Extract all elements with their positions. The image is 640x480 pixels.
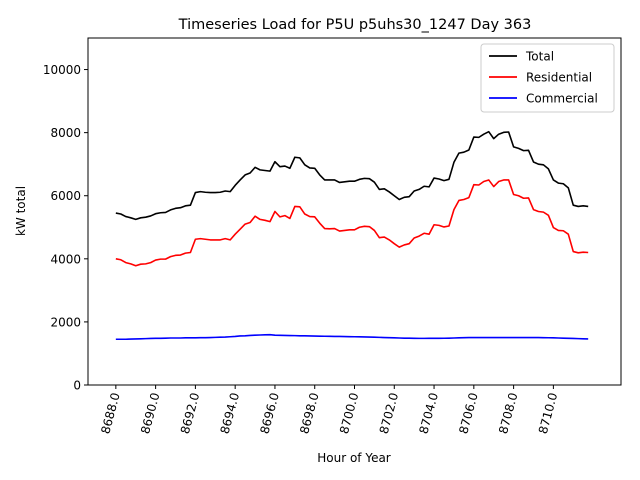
y-axis-label: kW total (14, 186, 28, 236)
series-line-residential (115, 179, 589, 267)
chart-title: Timeseries Load for P5U p5uhs30_1247 Day… (178, 17, 532, 33)
legend-box (480, 43, 615, 113)
legend: Total Residential Commercial (480, 43, 615, 113)
y-tick-label: 2000 (50, 315, 81, 329)
y-tick-label: 8000 (50, 126, 81, 140)
series-line-total (115, 130, 589, 221)
legend-label-residential: Residential (526, 71, 592, 85)
axes-frame (87, 37, 622, 386)
y-tick-label: 10000 (43, 63, 81, 77)
legend-label-total: Total (525, 50, 554, 64)
y-tick-label: 0 (73, 379, 81, 393)
legend-label-commercial: Commercial (526, 92, 598, 106)
y-axis: 0 2000 4000 6000 8000 10000 (43, 63, 88, 393)
y-tick-label: 4000 (50, 252, 81, 266)
x-axis-label: Hour of Year (317, 451, 391, 465)
series-line-commercial (115, 333, 589, 341)
plot-area (115, 130, 589, 341)
y-tick-label: 6000 (50, 189, 81, 203)
